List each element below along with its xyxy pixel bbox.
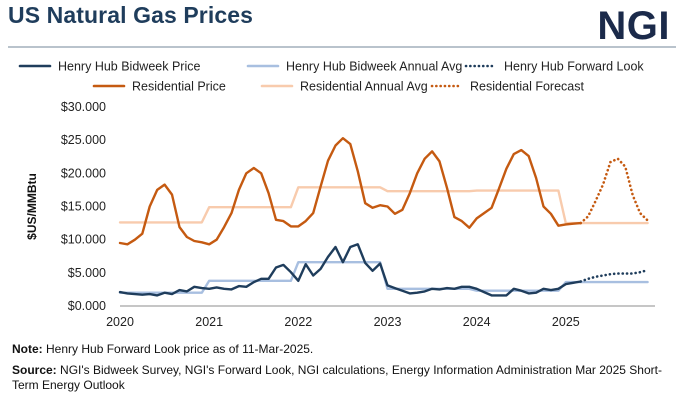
series-line-3: [118, 136, 582, 246]
x-tick-label: 2022: [284, 315, 312, 329]
series-line-0: [118, 243, 582, 297]
y-axis-label: $US/MMBtu: [25, 173, 39, 240]
legend-label: Residential Annual Avg: [300, 80, 428, 94]
y-tick-label: $30.000: [61, 100, 106, 114]
x-tick-label: 2021: [195, 315, 223, 329]
legend-label: Henry Hub Bidweek Annual Avg: [286, 60, 462, 74]
legend-label: Residential Forecast: [470, 80, 584, 94]
source-text: NGI's Bidweek Survey, NGI's Forward Look…: [12, 363, 662, 392]
y-tick-label: $0.000: [68, 299, 106, 313]
x-tick-label: 2025: [552, 315, 580, 329]
y-tick-label: $25.000: [61, 133, 106, 147]
ngi-logo: NGI: [597, 4, 670, 48]
chart-axes: $0.000 $5.000 $10.000 $15.000 $20.000 $25.000…: [25, 100, 655, 329]
y-tick-label: $5.000: [68, 266, 106, 280]
legend-label: Henry Hub Forward Look: [504, 60, 644, 74]
chart-series: [118, 136, 649, 297]
y-tick-label: $10.000: [61, 233, 106, 247]
chart-legend: Henry Hub Bidweek Price Henry Hub Bidweek…: [18, 60, 644, 94]
note-label: Note:: [12, 342, 43, 356]
chart-note: Note: Henry Hub Forward Look price as of…: [12, 342, 313, 356]
source-label: Source:: [12, 363, 57, 377]
note-text: Henry Hub Forward Look price as of 11-Ma…: [46, 342, 314, 356]
series-line-4: [118, 186, 649, 225]
chart-title: US Natural Gas Prices: [8, 2, 253, 28]
title-divider: [8, 46, 676, 48]
price-chart: Henry Hub Bidweek Price Henry Hub Bidweek…: [18, 60, 655, 329]
x-tick-label: 2024: [463, 315, 491, 329]
x-tick-label: 2020: [106, 315, 134, 329]
chart-source: Source: NGI's Bidweek Survey, NGI's Forw…: [12, 363, 672, 393]
x-tick-label: 2023: [374, 315, 402, 329]
y-tick-label: $15.000: [61, 200, 106, 214]
legend-label: Residential Price: [132, 80, 226, 94]
series-line-2: [579, 268, 649, 283]
legend-label: Henry Hub Bidweek Price: [58, 60, 200, 74]
series-line-5: [579, 157, 649, 225]
y-tick-label: $20.000: [61, 166, 106, 180]
